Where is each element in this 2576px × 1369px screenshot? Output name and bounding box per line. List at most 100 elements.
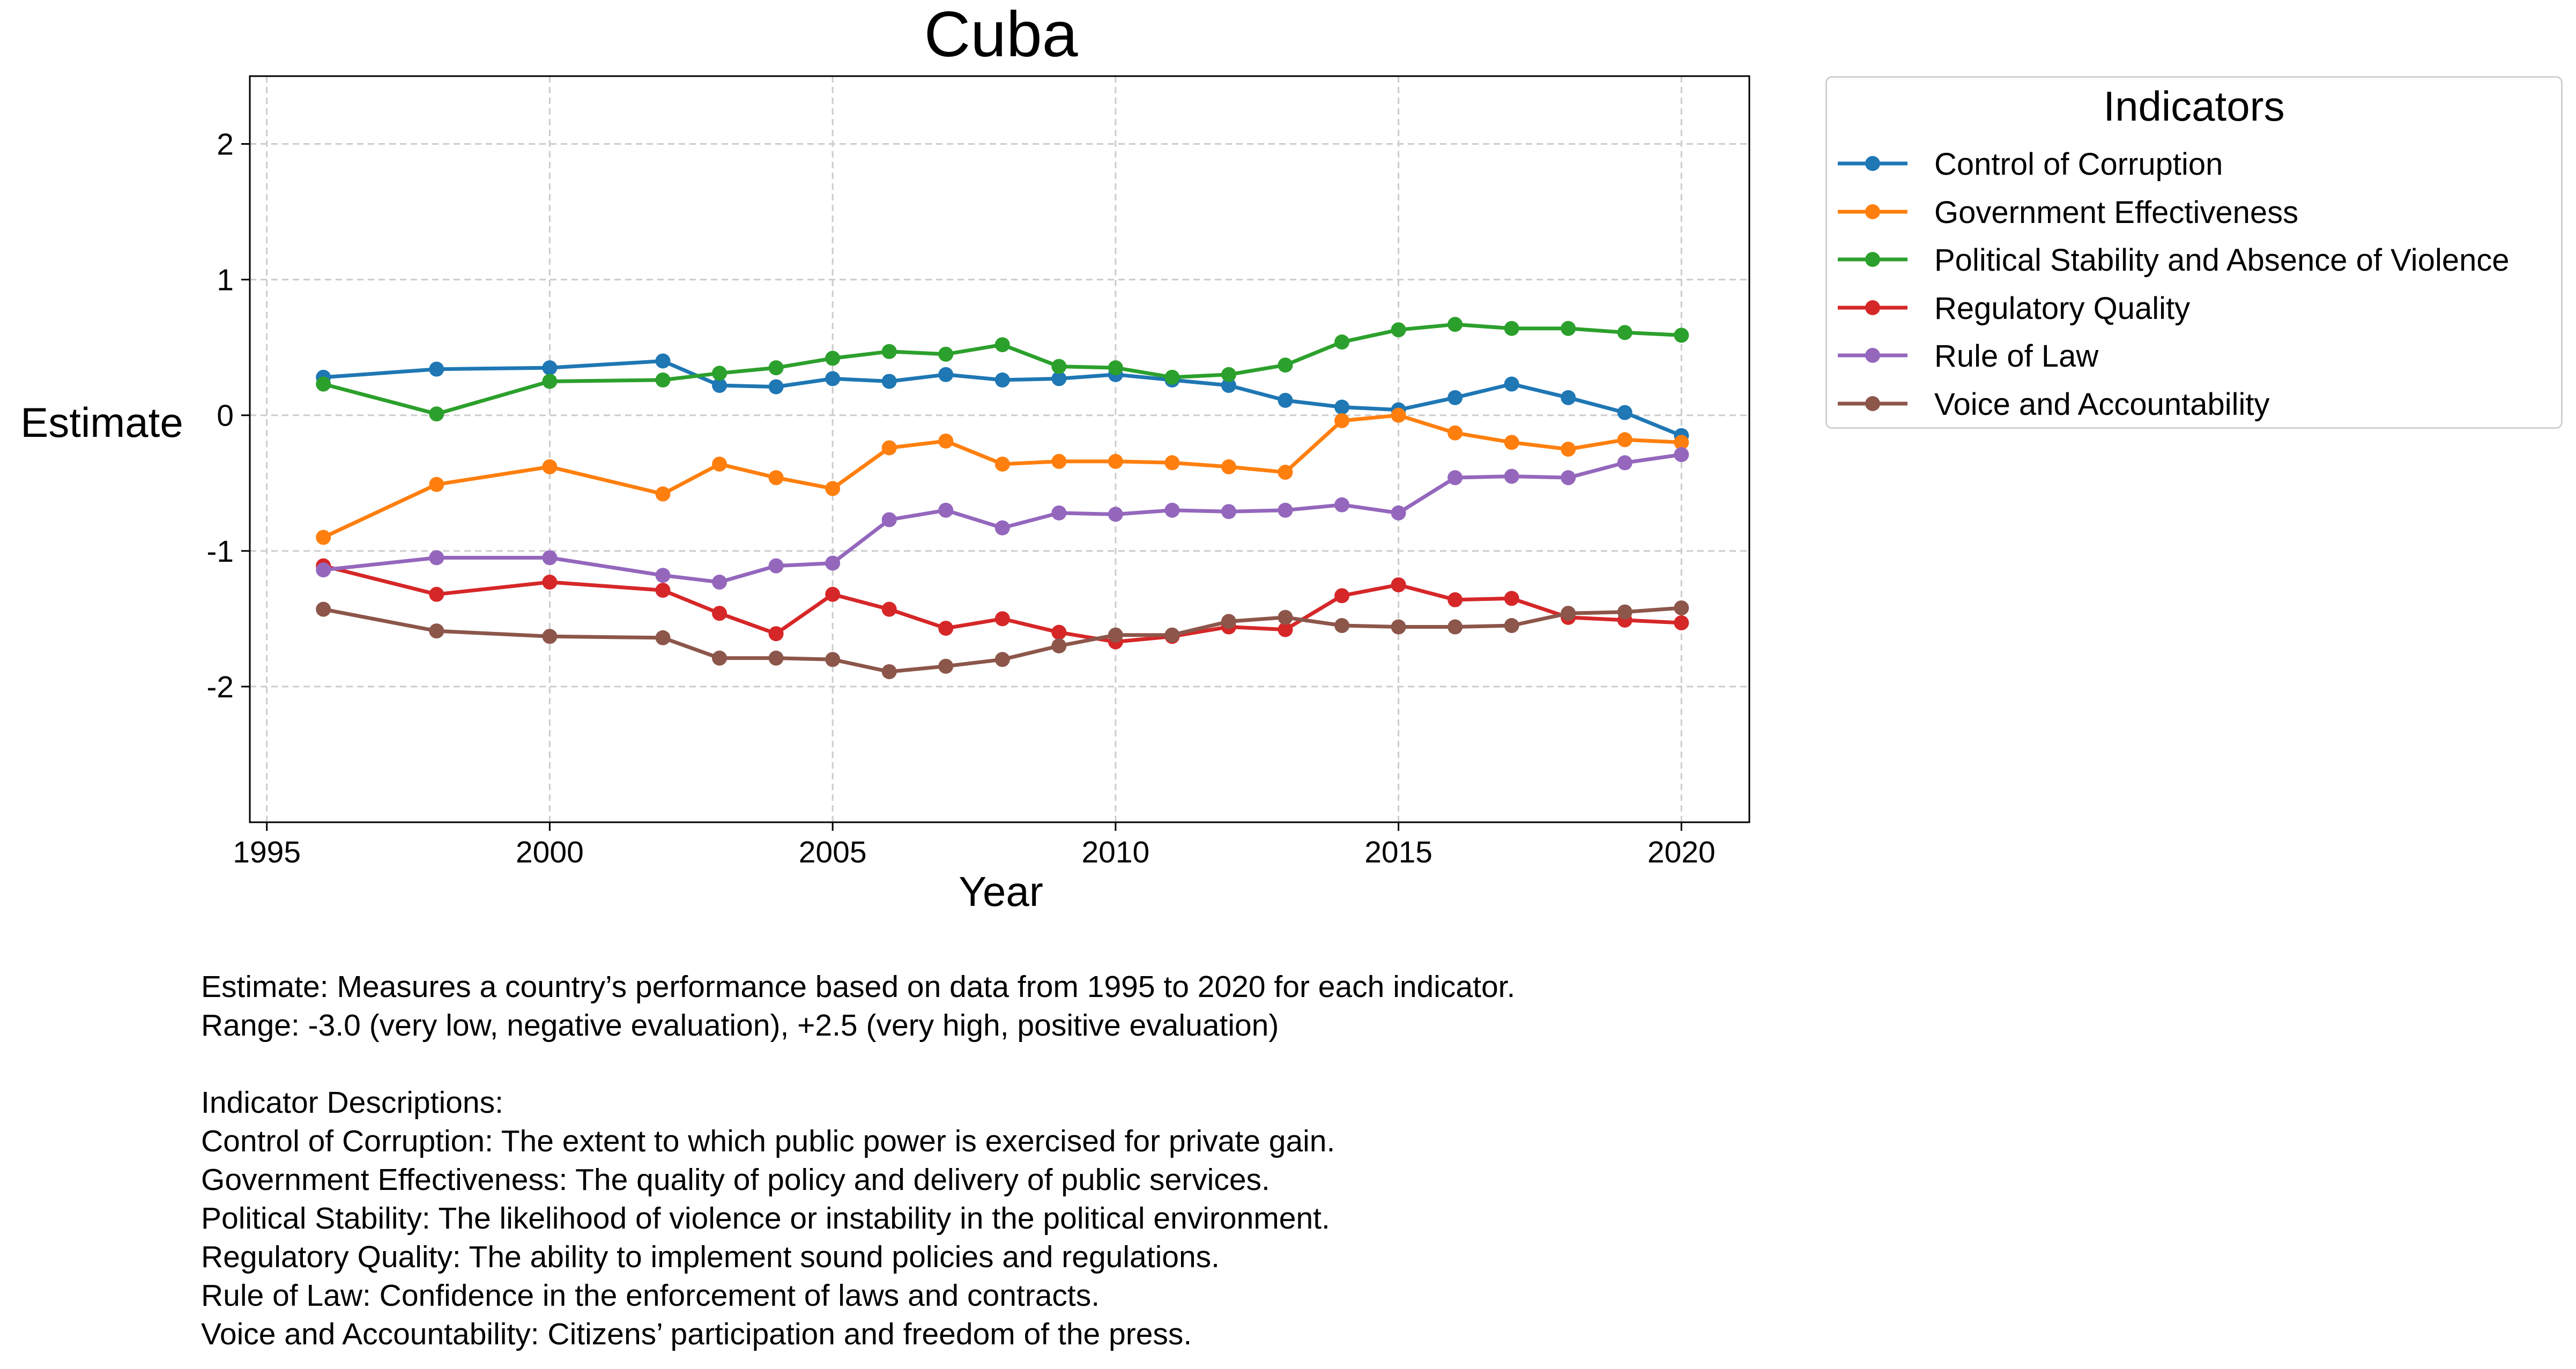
- data-point-political-stability-and-absence-of-violence: [1108, 360, 1123, 376]
- data-point-government-effectiveness: [1334, 413, 1350, 428]
- data-point-government-effectiveness: [1561, 442, 1576, 457]
- data-point-rule-of-law: [1108, 507, 1123, 522]
- data-point-voice-and-accountability: [825, 652, 841, 667]
- data-point-rule-of-law: [881, 512, 897, 527]
- data-point-control-of-corruption: [542, 360, 558, 376]
- data-point-rule-of-law: [1617, 455, 1632, 471]
- x-tick-label: 2020: [1647, 835, 1716, 869]
- data-point-rule-of-law: [1051, 505, 1067, 520]
- data-point-government-effectiveness: [1617, 432, 1632, 448]
- data-point-voice-and-accountability: [1617, 604, 1632, 620]
- x-axis-label: Year: [959, 868, 1043, 915]
- data-point-rule-of-law: [1278, 502, 1293, 518]
- data-point-political-stability-and-absence-of-violence: [1334, 334, 1350, 350]
- data-point-rule-of-law: [1504, 468, 1519, 484]
- legend-swatch: [1838, 348, 1907, 363]
- legend-swatch-marker: [1865, 396, 1880, 411]
- x-tick-label: 2010: [1081, 835, 1149, 869]
- data-point-political-stability-and-absence-of-violence: [1051, 359, 1067, 374]
- data-point-government-effectiveness: [938, 433, 954, 449]
- data-point-rule-of-law: [429, 550, 444, 566]
- data-point-political-stability-and-absence-of-violence: [542, 374, 558, 389]
- legend-item-government-effectiveness: Government Effectiveness: [1835, 190, 2559, 233]
- data-point-control-of-corruption: [1447, 390, 1463, 405]
- legend-label: Government Effectiveness: [1934, 195, 2299, 230]
- legend-swatch: [1838, 156, 1907, 171]
- data-point-regulatory-quality: [768, 626, 784, 642]
- y-tick-label: 1: [217, 263, 234, 297]
- legend-swatch-marker: [1865, 252, 1880, 267]
- data-point-control-of-corruption: [429, 361, 444, 377]
- data-point-regulatory-quality: [1278, 622, 1293, 637]
- data-point-rule-of-law: [1447, 470, 1463, 486]
- data-point-government-effectiveness: [712, 456, 727, 472]
- y-tick-label: -1: [206, 534, 234, 569]
- data-point-voice-and-accountability: [1108, 627, 1123, 643]
- data-point-political-stability-and-absence-of-violence: [825, 351, 841, 366]
- data-point-control-of-corruption: [712, 378, 727, 393]
- y-tick-label: 2: [217, 128, 234, 162]
- data-point-voice-and-accountability: [1278, 609, 1293, 625]
- data-point-government-effectiveness: [542, 459, 558, 474]
- data-point-voice-and-accountability: [1561, 606, 1576, 621]
- series-government-effectiveness: [316, 407, 1689, 545]
- data-point-voice-and-accountability: [1447, 619, 1463, 635]
- data-point-rule-of-law: [712, 575, 727, 590]
- data-point-control-of-corruption: [1504, 376, 1519, 392]
- y-axis-label: Estimate: [20, 399, 183, 446]
- data-point-political-stability-and-absence-of-violence: [316, 376, 331, 392]
- series-line-rule-of-law: [323, 452, 1682, 584]
- data-point-voice-and-accountability: [712, 650, 727, 666]
- data-point-government-effectiveness: [655, 486, 671, 502]
- data-point-control-of-corruption: [1221, 378, 1236, 393]
- data-point-government-effectiveness: [429, 477, 444, 492]
- data-point-political-stability-and-absence-of-violence: [1278, 358, 1293, 373]
- data-point-voice-and-accountability: [429, 623, 444, 639]
- data-point-political-stability-and-absence-of-violence: [768, 360, 784, 376]
- data-point-voice-and-accountability: [542, 629, 558, 644]
- series-voice-and-accountability: [316, 600, 1689, 680]
- data-point-rule-of-law: [316, 562, 331, 578]
- data-point-rule-of-law: [1334, 497, 1350, 512]
- data-point-regulatory-quality: [1504, 591, 1519, 606]
- data-point-voice-and-accountability: [1504, 618, 1519, 634]
- data-point-government-effectiveness: [768, 470, 784, 486]
- legend-item-political-stability-and-absence-of-violence: Political Stability and Absence of Viole…: [1835, 238, 2559, 281]
- data-point-rule-of-law: [825, 555, 841, 571]
- legend-item-voice-and-accountability: Voice and Accountability: [1835, 382, 2559, 425]
- legend-item-regulatory-quality: Regulatory Quality: [1835, 286, 2559, 329]
- legend-swatch-marker: [1865, 204, 1880, 219]
- data-point-regulatory-quality: [938, 621, 954, 636]
- axis-ticks: 1995 2000 2005 2010 2015 2020 2 1 0 -1 -2: [206, 128, 1715, 869]
- data-point-voice-and-accountability: [938, 658, 954, 674]
- data-point-rule-of-law: [542, 550, 558, 566]
- data-point-regulatory-quality: [825, 586, 841, 602]
- series-line-voice-and-accountability: [323, 606, 1682, 674]
- indicator-notes: Estimate: Measures a country’s performan…: [201, 968, 1515, 1353]
- data-point-rule-of-law: [1391, 505, 1406, 520]
- series-control-of-corruption: [316, 353, 1689, 443]
- legend-label: Voice and Accountability: [1934, 386, 2270, 422]
- data-point-control-of-corruption: [825, 371, 841, 386]
- data-point-government-effectiveness: [1391, 407, 1406, 423]
- data-point-voice-and-accountability: [1391, 619, 1406, 635]
- data-point-control-of-corruption: [1278, 392, 1293, 408]
- data-point-control-of-corruption: [768, 379, 784, 395]
- data-point-voice-and-accountability: [994, 652, 1010, 667]
- data-point-political-stability-and-absence-of-violence: [1504, 321, 1519, 336]
- data-point-rule-of-law: [994, 520, 1010, 535]
- data-point-regulatory-quality: [1447, 592, 1463, 607]
- series-rule-of-law: [316, 447, 1689, 590]
- data-point-voice-and-accountability: [768, 650, 784, 666]
- data-point-regulatory-quality: [712, 606, 727, 621]
- data-point-political-stability-and-absence-of-violence: [994, 337, 1010, 353]
- x-tick-label: 1995: [233, 835, 301, 869]
- legend-item-rule-of-law: Rule of Law: [1835, 334, 2559, 377]
- data-point-government-effectiveness: [1164, 455, 1180, 471]
- data-point-political-stability-and-absence-of-violence: [938, 346, 954, 362]
- data-point-regulatory-quality: [655, 583, 671, 598]
- note-line: Political Stability: The likelihood of v…: [201, 1201, 1330, 1236]
- data-point-control-of-corruption: [655, 353, 671, 369]
- data-point-political-stability-and-absence-of-violence: [1221, 367, 1236, 382]
- data-point-control-of-corruption: [1561, 390, 1576, 405]
